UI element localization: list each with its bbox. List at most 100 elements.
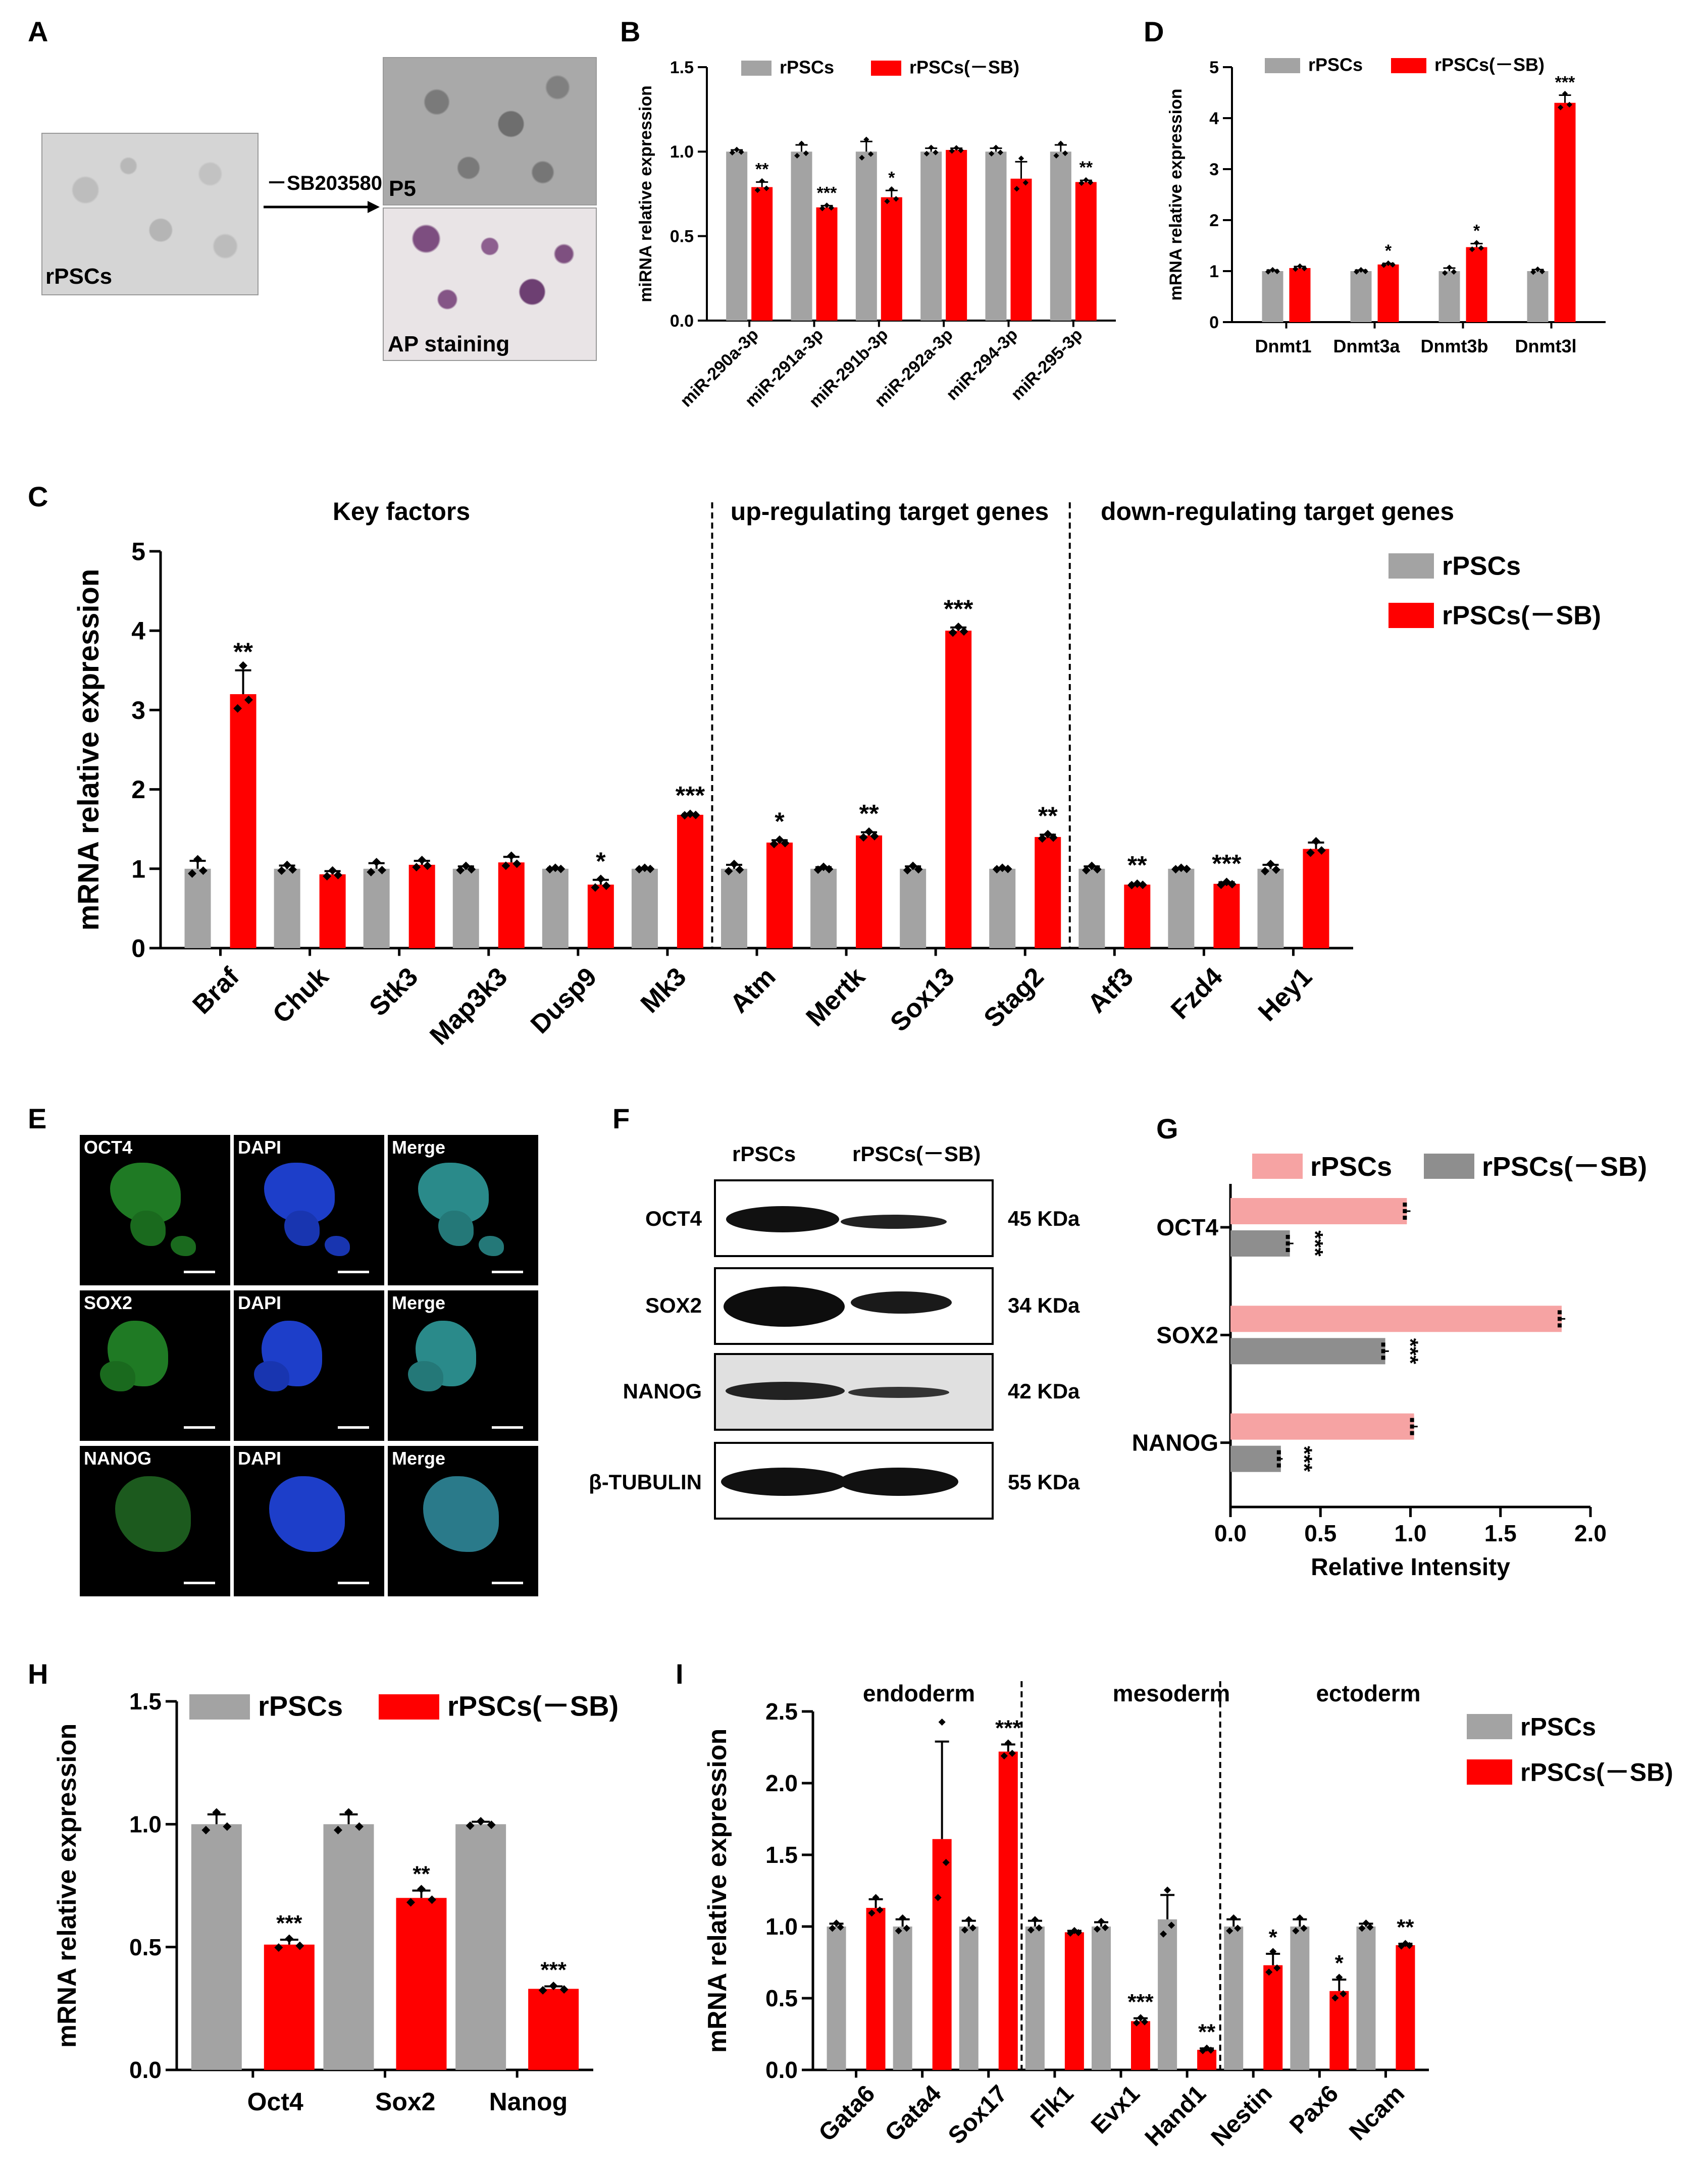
- data-point: [1003, 864, 1012, 873]
- data-point: [928, 144, 934, 150]
- data-point: [1014, 186, 1020, 192]
- wb-header-rpscs-sb: rPSCs(－SB): [852, 1142, 981, 1166]
- if-dapi-1: DAPI: [234, 1135, 384, 1285]
- data-point: [1022, 180, 1029, 186]
- data-point: [989, 150, 995, 157]
- y-tick-label: 1: [131, 855, 145, 883]
- data-point: [507, 851, 516, 860]
- data-point: [1354, 269, 1360, 275]
- data-point: [285, 1934, 294, 1943]
- legend-swatch-rpscs: [741, 61, 772, 76]
- y-tick-label: 0.0: [129, 2057, 162, 2083]
- x-tick-label: Nanog: [489, 2088, 568, 2116]
- if-label-dapi: DAPI: [238, 1292, 282, 1313]
- data-point: [295, 1941, 304, 1950]
- data-point: [1276, 1463, 1281, 1468]
- group-label-up-regulating-target-genes: up-regulating target genes: [731, 497, 1049, 526]
- data-point: [735, 865, 744, 874]
- bar-rpscs-mir-291a-3p: [791, 151, 812, 321]
- data-point: [512, 859, 522, 868]
- group-label-key-factors: Key factors: [333, 497, 470, 526]
- data-point: [1087, 861, 1096, 870]
- data-point: [803, 150, 809, 157]
- data-point: [372, 858, 381, 867]
- if-label-merge: Merge: [392, 1292, 446, 1313]
- bar-rpscs-sb-mertk: [856, 835, 883, 948]
- data-point: [903, 866, 912, 875]
- legend-label-rpscs: rPSCs: [1308, 55, 1363, 75]
- bar-rpscs-mir-291b-3p: [855, 151, 877, 321]
- bar-rpscs-pax6: [1290, 1927, 1310, 2070]
- if-sox2: SOX2: [80, 1290, 230, 1441]
- data-point: [1062, 150, 1068, 157]
- data-point: [1451, 269, 1457, 275]
- legend-swatch-rpscs: [1389, 553, 1434, 579]
- legend-swatch-rpscs-sb: [871, 61, 901, 76]
- bar-rpscs-sb-dusp9: [587, 885, 614, 948]
- significance-mark: ***: [540, 1958, 567, 1983]
- data-point: [378, 865, 387, 874]
- bar-rpscs-stk3: [363, 868, 390, 948]
- y-tick-label: 3: [131, 696, 145, 724]
- cell-colony: [115, 1476, 191, 1552]
- data-point: [863, 136, 869, 142]
- bar-rpscs-fzd4: [1168, 868, 1195, 948]
- data-point: [1539, 269, 1545, 275]
- y-tick-label: 1.0: [129, 1811, 162, 1837]
- bar-rpscs-sb-gata4: [932, 1839, 952, 2070]
- data-point: [551, 863, 560, 872]
- data-point: [1311, 837, 1320, 846]
- y-tick-label: 0.5: [129, 1934, 162, 1960]
- scale-bar: [492, 1582, 523, 1584]
- wb-size-nanog: 42 KDa: [1008, 1379, 1080, 1403]
- bar-rpscs-hey1: [1257, 868, 1284, 948]
- significance-mark: ***: [1555, 73, 1575, 92]
- bar-rpscs-sb-mir-294-3p: [1010, 178, 1032, 321]
- bar-rpscs-dnmt3a: [1350, 271, 1372, 322]
- legend-swatch-rpscs-sb: [1391, 58, 1426, 73]
- scale-bar: [184, 1426, 215, 1429]
- y-tick-label: 1.5: [670, 58, 694, 77]
- legend-swatch-rpscs-sb: [1389, 603, 1434, 628]
- data-point: [1478, 245, 1484, 251]
- data-point: [1083, 177, 1089, 183]
- legend-label-rpscs: rPSCs: [1520, 1713, 1596, 1741]
- y-tick-label: NANOG: [1132, 1430, 1218, 1456]
- legend-label-rpscs: rPSCs: [258, 1690, 343, 1722]
- y-tick-label: 1.0: [765, 1913, 798, 1940]
- legend-label-rpscs: rPSCs: [1442, 552, 1521, 581]
- data-point: [1362, 268, 1368, 275]
- significance-mark: *: [1385, 241, 1392, 261]
- wb-label-sox2: SOX2: [645, 1293, 702, 1317]
- cell-colony: [408, 1361, 443, 1391]
- data-point: [1078, 180, 1085, 186]
- wb-label-nanog: NANOG: [623, 1379, 702, 1403]
- data-point: [602, 881, 611, 890]
- data-point: [1276, 1457, 1281, 1461]
- significance-mark: *: [1335, 1951, 1344, 1975]
- data-point: [467, 865, 476, 874]
- y-tick-label: 0.5: [670, 227, 694, 246]
- data-point: [1473, 240, 1480, 246]
- data-point: [283, 860, 292, 869]
- bar-rpscs-sox2: [323, 1824, 374, 2070]
- data-point: [1557, 1317, 1562, 1321]
- y-tick-label: 0: [131, 934, 145, 963]
- data-point: [549, 1982, 558, 1991]
- y-axis-label: mRNA relative expression: [53, 1724, 82, 2048]
- bar-rpscs-sb-oct4: [264, 1944, 315, 2070]
- data-point: [993, 144, 999, 150]
- micrograph-p5: P5: [383, 57, 597, 205]
- data-point: [1285, 1241, 1290, 1245]
- bar-rpscs-sb-mir-295-3p: [1075, 182, 1097, 321]
- data-point: [953, 145, 959, 151]
- if-label-sox2: SOX2: [84, 1292, 133, 1313]
- y-tick-label: 0.5: [765, 1985, 798, 2011]
- data-point: [730, 859, 739, 868]
- bar-rpscs-sb-nestin: [1263, 1965, 1283, 2070]
- wb-size-tubulin: 55 KDa: [1008, 1470, 1080, 1494]
- y-tick-label: OCT4: [1156, 1214, 1218, 1240]
- bar-rpscs-sb-mir-291b-3p: [881, 197, 902, 321]
- bar-rpscs-dnmt1: [1262, 271, 1283, 322]
